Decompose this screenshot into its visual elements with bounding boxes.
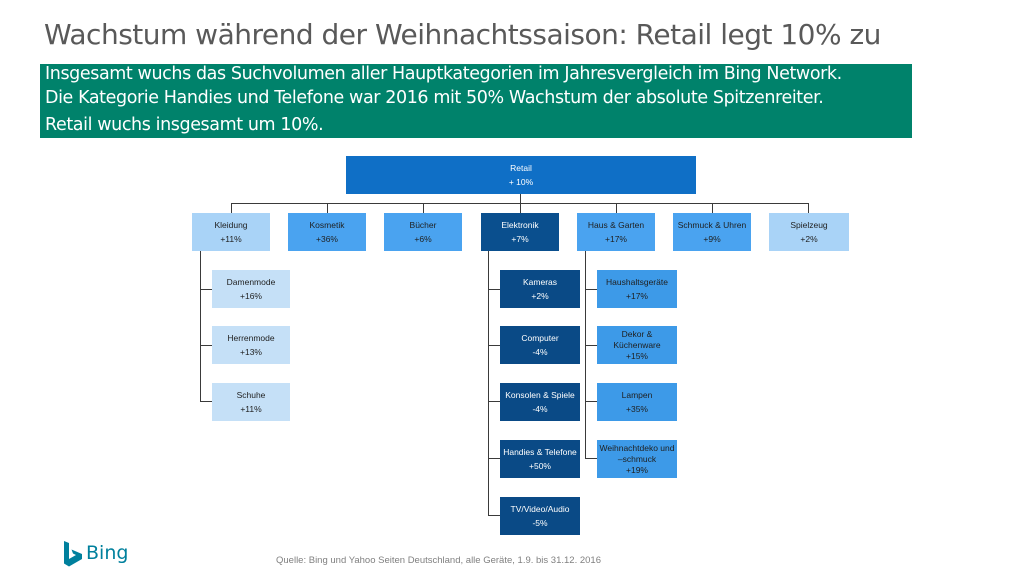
kleidung-branch xyxy=(200,289,212,290)
node-label: Weihnachtdeko und xyxy=(599,442,675,453)
node-value: +11% xyxy=(220,234,242,244)
node-label-2: Küchenware xyxy=(613,339,661,350)
node-label: Schmuck & Uhren xyxy=(677,220,747,230)
node-lampen: Lampen +35% xyxy=(597,383,677,421)
node-label: Haushaltsgeräte xyxy=(606,277,668,287)
node-schmuck-uhren: Schmuck & Uhren +9% xyxy=(673,213,751,251)
node-retail: Retail + 10% xyxy=(346,156,696,194)
page-title: Wachstum während der Weihnachtssaison: R… xyxy=(44,18,881,51)
node-value: +17% xyxy=(605,234,627,244)
node-tv-video-audio: TV/Video/Audio -5% xyxy=(500,497,580,535)
node-label: TV/Video/Audio xyxy=(510,504,570,514)
node-value: +7% xyxy=(511,234,529,244)
drop-kleidung xyxy=(231,203,232,213)
drop-spielzeug xyxy=(808,203,809,213)
elektronik-branch xyxy=(488,458,500,459)
node-label: Computer xyxy=(521,333,559,343)
node-value: +35% xyxy=(626,404,648,414)
node-value: +16% xyxy=(240,291,262,301)
node-label: Dekor & xyxy=(621,328,653,339)
source-note: Quelle: Bing und Yahoo Seiten Deutschlan… xyxy=(276,555,601,566)
node-value: +2% xyxy=(800,234,818,244)
node-haus-garten: Haus & Garten +17% xyxy=(577,213,655,251)
haus-branch xyxy=(585,289,597,290)
haus-spine xyxy=(585,251,586,458)
elektronik-branch xyxy=(488,289,500,290)
node-label: Handies & Telefone xyxy=(503,447,577,457)
kleidung-spine xyxy=(200,251,201,401)
node-value: +9% xyxy=(703,234,721,244)
node-label: Damenmode xyxy=(226,277,276,287)
node-kleidung: Kleidung +11% xyxy=(192,213,270,251)
node-handies-telefone: Handies & Telefone +50% xyxy=(500,440,580,478)
node-label: Lampen xyxy=(621,390,653,400)
drop-kosmetik xyxy=(327,203,328,213)
bing-logo-text: Bing xyxy=(86,542,129,564)
node-konsolen-spiele: Konsolen & Spiele -4% xyxy=(500,383,580,421)
node-weihnachtsdeko: Weihnachtdeko und –schmuck +19% xyxy=(597,440,677,478)
node-schuhe: Schuhe +11% xyxy=(212,383,290,421)
node-herrenmode: Herrenmode +13% xyxy=(212,326,290,364)
node-value: -5% xyxy=(532,518,548,528)
node-value: +11% xyxy=(240,404,262,414)
node-kosmetik: Kosmetik +36% xyxy=(288,213,366,251)
node-label: Schuhe xyxy=(236,390,266,400)
node-value: +50% xyxy=(529,461,551,471)
haus-branch xyxy=(585,401,597,402)
haus-branch xyxy=(585,345,597,346)
banner-line-3: Retail wuchs insgesamt um 10%. xyxy=(45,115,324,135)
node-kameras: Kameras +2% xyxy=(500,270,580,308)
root-connector xyxy=(520,194,521,203)
node-value: -4% xyxy=(532,404,548,414)
node-value: + 10% xyxy=(508,177,534,187)
node-elektronik: Elektronik +7% xyxy=(481,213,559,251)
node-value: +36% xyxy=(316,234,338,244)
drop-schmuck xyxy=(712,203,713,213)
node-label: Spielzeug xyxy=(790,220,828,230)
bing-logo-icon xyxy=(64,541,82,567)
node-value: -4% xyxy=(532,347,548,357)
banner-line-1: Insgesamt wuchs das Suchvolumen aller Ha… xyxy=(45,64,842,84)
node-label: Konsolen & Spiele xyxy=(505,390,575,400)
drop-haus xyxy=(616,203,617,213)
node-label: Kosmetik xyxy=(309,220,345,230)
node-label: Retail xyxy=(510,163,532,173)
summary-banner: Insgesamt wuchs das Suchvolumen aller Ha… xyxy=(40,64,912,138)
elektronik-branch xyxy=(488,401,500,402)
node-value: +6% xyxy=(414,234,432,244)
node-computer: Computer -4% xyxy=(500,326,580,364)
elektronik-spine xyxy=(488,251,489,516)
haus-branch xyxy=(585,458,597,459)
elektronik-branch xyxy=(488,515,500,516)
node-label: Kleidung xyxy=(214,220,248,230)
elektronik-branch xyxy=(488,345,500,346)
node-value: +17% xyxy=(626,291,648,301)
node-label: Herrenmode xyxy=(227,333,275,343)
node-spielzeug: Spielzeug +2% xyxy=(769,213,849,251)
kleidung-branch xyxy=(200,401,212,402)
banner-line-2: Die Kategorie Handies und Telefone war 2… xyxy=(45,88,824,108)
node-buecher: Bücher +6% xyxy=(384,213,462,251)
node-value: +19% xyxy=(626,464,648,475)
drop-elektronik xyxy=(520,203,521,213)
kleidung-branch xyxy=(200,345,212,346)
node-value: +13% xyxy=(240,347,262,357)
drop-buecher xyxy=(423,203,424,213)
node-label: Haus & Garten xyxy=(587,220,645,230)
node-label: Elektronik xyxy=(501,220,539,230)
node-value: +15% xyxy=(626,350,648,361)
node-damenmode: Damenmode +16% xyxy=(212,270,290,308)
node-dekor-kuechenware: Dekor & Küchenware +15% xyxy=(597,326,677,364)
node-label: Bücher xyxy=(409,220,437,230)
node-label-2: –schmuck xyxy=(617,453,657,464)
node-value: +2% xyxy=(531,291,549,301)
node-label: Kameras xyxy=(522,277,557,287)
node-haushaltsgeraete: Haushaltsgeräte +17% xyxy=(597,270,677,308)
